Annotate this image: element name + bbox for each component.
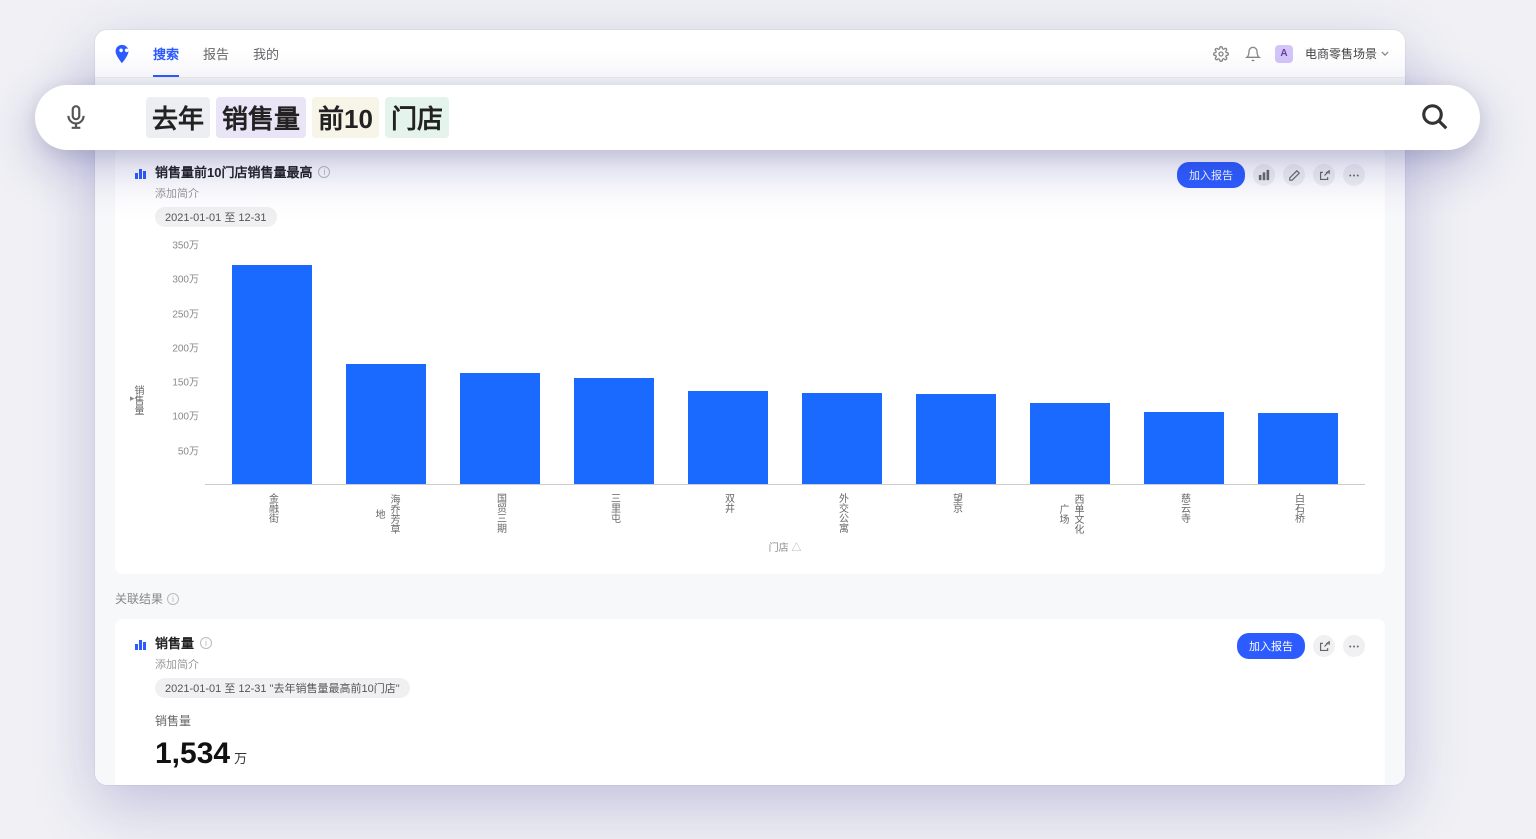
bar[interactable] bbox=[1030, 403, 1110, 484]
bar-col bbox=[1241, 413, 1355, 484]
workspace-name: 电商零售场景 bbox=[1305, 45, 1377, 62]
x-label: 国贸三期 bbox=[443, 485, 557, 535]
info-icon[interactable]: i bbox=[318, 166, 330, 178]
nav-tabs: 搜索报告我的 bbox=[153, 30, 279, 77]
card-header: 销售量 i 添加简介 2021-01-01 至 12-31 "去年销售量最高前1… bbox=[135, 633, 1365, 698]
x-label: 双井 bbox=[671, 485, 785, 535]
microphone-icon[interactable] bbox=[63, 104, 91, 132]
bars-row bbox=[205, 245, 1365, 484]
bar[interactable] bbox=[574, 378, 654, 484]
card-title: 销售量 bbox=[155, 633, 194, 652]
search-token[interactable]: 前10 bbox=[312, 97, 379, 138]
card-subtitle[interactable]: 添加简介 bbox=[155, 656, 410, 672]
chart-card: 销售量前10门店销售量最高 i 添加简介 2021-01-01 至 12-31 … bbox=[115, 148, 1385, 574]
share-icon[interactable] bbox=[1313, 164, 1335, 186]
nav-tab-我的[interactable]: 我的 bbox=[253, 30, 279, 77]
x-label: 金融街 bbox=[215, 485, 329, 535]
date-tag: 2021-01-01 至 12-31 bbox=[155, 207, 277, 227]
search-token[interactable]: 销售量 bbox=[216, 97, 306, 138]
x-label: 三里屯 bbox=[557, 485, 671, 535]
bar-col bbox=[785, 393, 899, 484]
bar-col bbox=[1127, 412, 1241, 484]
metric-label: 销售量 bbox=[155, 712, 1365, 729]
bar-chart-icon bbox=[135, 165, 149, 179]
bar[interactable] bbox=[688, 391, 768, 484]
x-labels: 金融街海乔芳草地国贸三期三里屯双井外交公寓望京西单文化广场慈云寺白石桥 bbox=[205, 485, 1365, 535]
x-label: 慈云寺 bbox=[1127, 485, 1241, 535]
add-report-button[interactable]: 加入报告 bbox=[1177, 162, 1245, 188]
more-icon[interactable] bbox=[1343, 635, 1365, 657]
metric-card: 销售量 i 添加简介 2021-01-01 至 12-31 "去年销售量最高前1… bbox=[115, 619, 1385, 785]
bar-col bbox=[329, 364, 443, 484]
edit-icon[interactable] bbox=[1283, 164, 1305, 186]
more-icon[interactable] bbox=[1343, 164, 1365, 186]
nav-tab-搜索[interactable]: 搜索 bbox=[153, 30, 179, 77]
bar[interactable] bbox=[460, 373, 540, 484]
chart-plot: 50万100万150万200万250万300万350万 bbox=[205, 245, 1365, 485]
bar[interactable] bbox=[232, 265, 312, 484]
topbar-right: A 电商零售场景 bbox=[1211, 44, 1389, 64]
x-label: 白石桥 bbox=[1241, 485, 1355, 535]
bell-icon[interactable] bbox=[1243, 44, 1263, 64]
card-actions: 加入报告 bbox=[1177, 162, 1365, 188]
y-axis-arrow-icon: ▸ bbox=[130, 393, 135, 404]
search-tokens: 去年销售量前10门店 bbox=[146, 97, 1420, 138]
bar-col bbox=[671, 391, 785, 484]
bar-col bbox=[1013, 403, 1127, 484]
y-tick: 350万 bbox=[157, 237, 199, 252]
avatar: A bbox=[1275, 45, 1293, 63]
add-report-button[interactable]: 加入报告 bbox=[1237, 633, 1305, 659]
card-title: 销售量前10门店销售量最高 bbox=[155, 162, 312, 181]
logo-icon bbox=[111, 43, 133, 65]
bar[interactable] bbox=[1144, 412, 1224, 484]
nav-tab-报告[interactable]: 报告 bbox=[203, 30, 229, 77]
bar-chart-icon bbox=[135, 636, 149, 650]
bar-col bbox=[557, 378, 671, 484]
date-tag: 2021-01-01 至 12-31 "去年销售量最高前10门店" bbox=[155, 678, 410, 698]
search-token[interactable]: 门店 bbox=[385, 97, 449, 138]
chart-wrap: 销售量 ▸ 50万100万150万200万250万300万350万 金融街海乔芳… bbox=[135, 245, 1365, 554]
x-label: 望京 bbox=[899, 485, 1013, 535]
card-subtitle[interactable]: 添加简介 bbox=[155, 185, 330, 201]
x-axis-label: 门店 △ bbox=[205, 539, 1365, 554]
x-label: 外交公寓 bbox=[785, 485, 899, 535]
search-icon[interactable] bbox=[1420, 102, 1452, 134]
metric-value: 1,534 万 bbox=[155, 737, 1365, 771]
info-icon[interactable]: i bbox=[200, 637, 212, 649]
bar[interactable] bbox=[346, 364, 426, 484]
settings-icon[interactable] bbox=[1211, 44, 1231, 64]
bar-col bbox=[443, 373, 557, 484]
bar[interactable] bbox=[916, 394, 996, 485]
chart-type-icon[interactable] bbox=[1253, 164, 1275, 186]
share-icon[interactable] bbox=[1313, 635, 1335, 657]
y-tick: 300万 bbox=[157, 271, 199, 286]
bar[interactable] bbox=[1258, 413, 1338, 484]
topbar: 搜索报告我的 A 电商零售场景 bbox=[95, 30, 1405, 78]
workspace-selector[interactable]: 电商零售场景 bbox=[1305, 45, 1389, 62]
x-label: 海乔芳草地 bbox=[329, 485, 443, 535]
card-actions: 加入报告 bbox=[1237, 633, 1365, 659]
related-results-label: 关联结果 i bbox=[115, 590, 1405, 607]
search-bar[interactable]: 去年销售量前10门店 bbox=[35, 85, 1480, 150]
y-tick: 150万 bbox=[157, 374, 199, 389]
y-tick: 250万 bbox=[157, 305, 199, 320]
y-tick: 200万 bbox=[157, 339, 199, 354]
chevron-down-icon bbox=[1381, 51, 1389, 56]
bar-col bbox=[899, 394, 1013, 485]
bar[interactable] bbox=[802, 393, 882, 484]
y-tick: 50万 bbox=[157, 442, 199, 457]
content-area: 销售量前10门店销售量最高 i 添加简介 2021-01-01 至 12-31 … bbox=[95, 78, 1405, 785]
search-token[interactable]: 去年 bbox=[146, 97, 210, 138]
y-tick: 100万 bbox=[157, 408, 199, 423]
info-icon[interactable]: i bbox=[167, 593, 179, 605]
x-label: 西单文化广场 bbox=[1013, 485, 1127, 535]
bar-col bbox=[215, 265, 329, 484]
